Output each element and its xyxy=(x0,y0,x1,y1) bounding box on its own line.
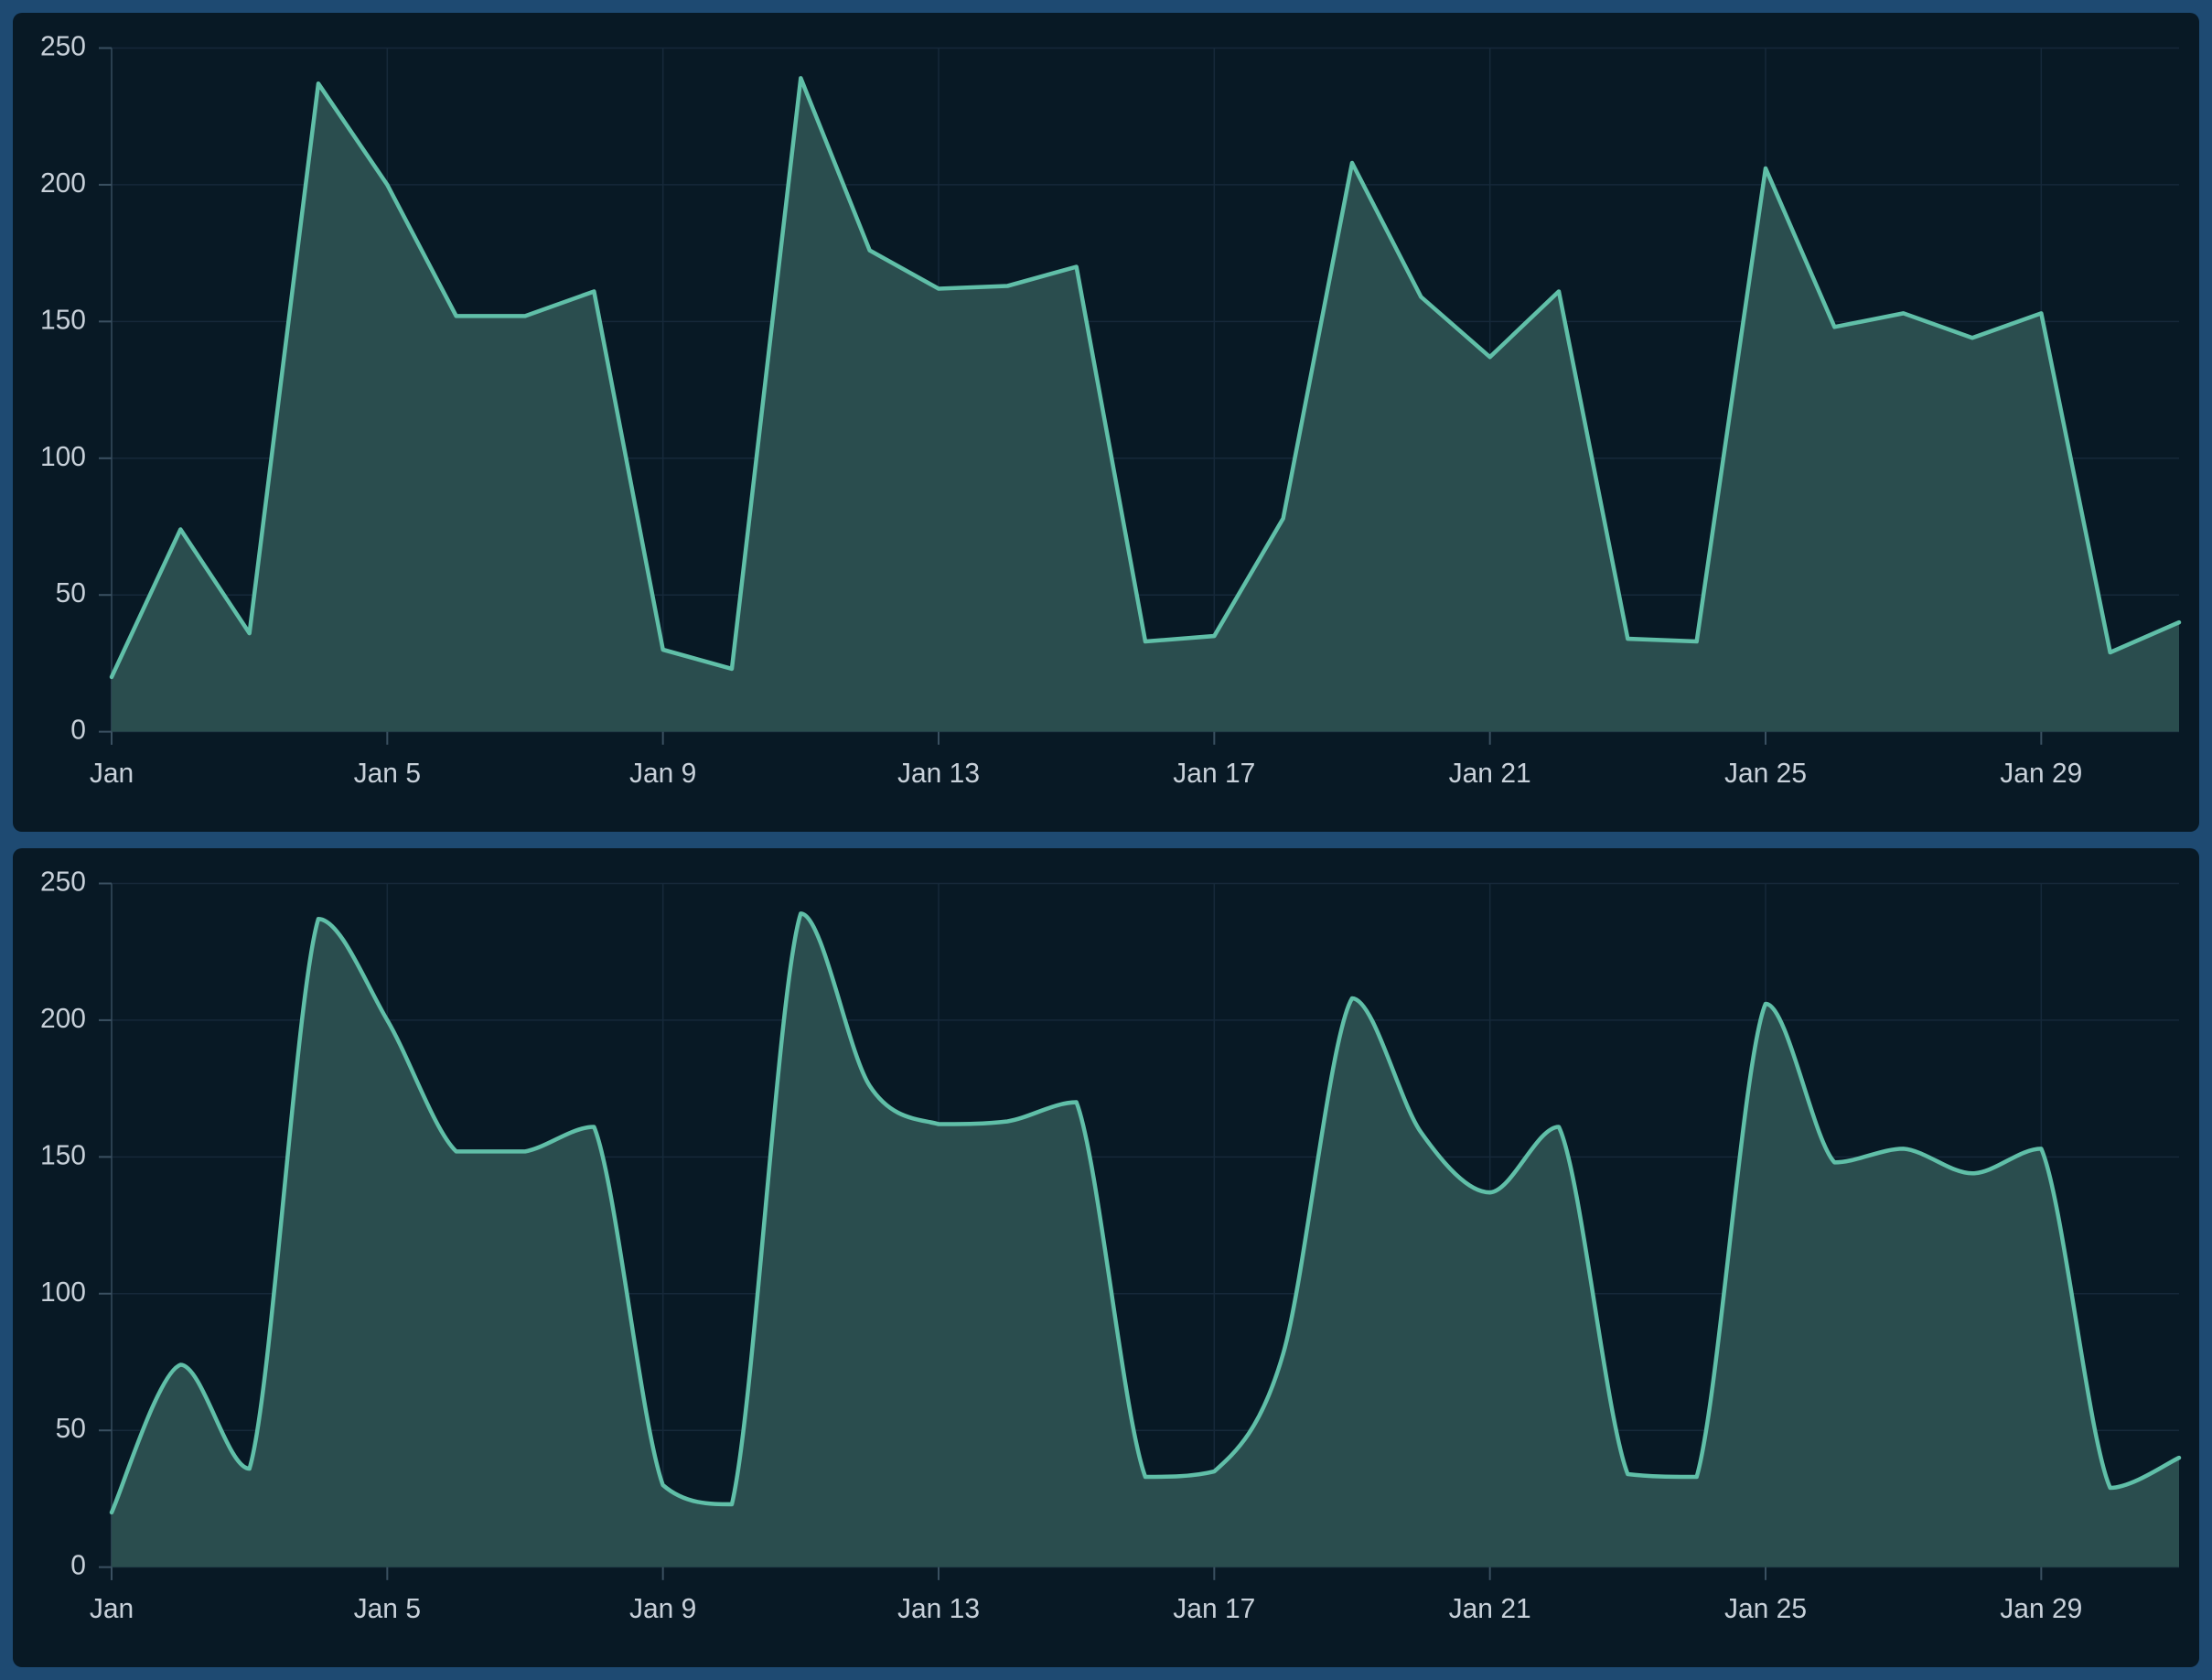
chart-panel-smooth[interactable]: 0 50 100 150 200 250 Jan Jan 5 Jan 9 Jan 13 Jan 17… xyxy=(13,848,2199,1667)
x-axis-tick-label: Jan 29 xyxy=(2000,1594,2082,1624)
y-axis-tick-label: 150 xyxy=(40,305,86,335)
x-axis-tick-label: Jan 29 xyxy=(2000,759,2082,789)
x-axis-tick-label: Jan xyxy=(90,759,134,789)
x-axis-tick-label: Jan 13 xyxy=(897,759,980,789)
x-axis-tick-label: Jan 9 xyxy=(629,759,696,789)
y-axis-tick-label: 0 xyxy=(70,716,86,746)
x-axis-tick-label: Jan 25 xyxy=(1724,759,1807,789)
x-axis-tick-label: Jan 5 xyxy=(354,1594,421,1624)
area-chart-linear[interactable]: 0 50 100 150 200 250 Jan Jan 5 Jan 9 Jan 13 Jan 17… xyxy=(13,13,2199,832)
y-axis-tick-label: 100 xyxy=(40,1277,86,1308)
x-axis-tick-label: Jan 17 xyxy=(1173,759,1255,789)
series-line[interactable] xyxy=(109,76,2182,680)
area-chart-smooth[interactable]: 0 50 100 150 200 250 Jan Jan 5 Jan 9 Jan 13 Jan 17… xyxy=(13,848,2199,1667)
y-axis-tick-label: 250 xyxy=(40,867,86,897)
x-axis-tick-label: Jan xyxy=(90,1594,134,1624)
x-axis-tick-label: Jan 5 xyxy=(354,759,421,789)
x-axis-tick-label: Jan 21 xyxy=(1449,759,1531,789)
x-axis-tick-label: Jan 9 xyxy=(629,1594,696,1624)
y-axis-tick-label: 50 xyxy=(56,578,86,608)
x-axis-tick-label: Jan 21 xyxy=(1449,1594,1531,1624)
x-axis-tick-label: Jan 25 xyxy=(1724,1594,1807,1624)
x-axis-tick-label: Jan 17 xyxy=(1173,1594,1255,1624)
y-axis-tick-label: 0 xyxy=(70,1551,86,1581)
y-axis-tick-label: 50 xyxy=(56,1414,86,1444)
y-axis-tick-label: 150 xyxy=(40,1140,86,1170)
series-area-fill xyxy=(112,78,2179,732)
y-axis-tick-label: 200 xyxy=(40,168,86,199)
series-line[interactable] xyxy=(109,911,2182,1515)
y-axis-tick-label: 250 xyxy=(40,31,86,61)
series-area-fill xyxy=(112,913,2179,1567)
chart-panel-smooth-body: 0 50 100 150 200 250 Jan Jan 5 Jan 9 Jan 13 Jan 17… xyxy=(13,848,2199,1667)
x-axis-tick-label: Jan 13 xyxy=(897,1594,980,1624)
y-axis-tick-label: 100 xyxy=(40,442,86,472)
chart-panel-linear-body: 0 50 100 150 200 250 Jan Jan 5 Jan 9 Jan 13 Jan 17… xyxy=(13,13,2199,832)
y-axis-tick-label: 200 xyxy=(40,1004,86,1034)
chart-panel-linear[interactable]: 0 50 100 150 200 250 Jan Jan 5 Jan 9 Jan 13 Jan 17… xyxy=(13,13,2199,832)
